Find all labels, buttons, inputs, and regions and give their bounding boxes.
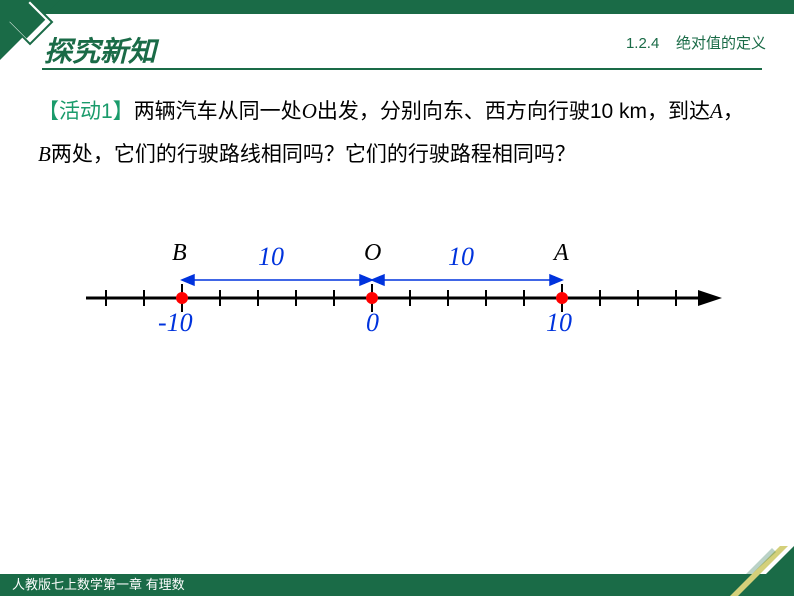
content-body: 【活动1】两辆汽车从同一处O出发，分别向东、西方向行驶10 km，到达A， B两处… — [38, 90, 756, 176]
dist-left: 10 — [258, 242, 284, 272]
value-neg10: -10 — [158, 308, 193, 338]
page-ref-num: 1.2.4 — [626, 35, 659, 52]
corner-decor-bottom — [724, 546, 794, 596]
number-line-diagram: B O A 10 10 -10 0 10 — [86, 240, 726, 360]
activity-label: 【活动1】 — [38, 100, 134, 123]
dist-right: 10 — [448, 242, 474, 272]
value-zero: 0 — [366, 308, 379, 338]
var-O: O — [302, 99, 317, 123]
section-title: 探究新知 — [44, 30, 156, 70]
body-text-2: 出发，分别向东、西方向行驶10 km，到达 — [317, 100, 710, 123]
page-ref-text: 绝对值的定义 — [676, 35, 766, 52]
label-O: O — [364, 240, 381, 267]
title-underline — [42, 68, 762, 70]
label-A: A — [554, 240, 569, 267]
body-text-1: 两辆汽车从同一处 — [134, 100, 302, 123]
footer-text: 人教版七上数学第一章 有理数 — [12, 577, 185, 592]
body-text-4: 两处，它们的行驶路线相同吗？它们的行驶路程相同吗？ — [51, 143, 576, 166]
footer-bar: 人教版七上数学第一章 有理数 — [0, 574, 794, 596]
label-B: B — [172, 240, 187, 267]
body-text-3: ， — [723, 100, 744, 123]
var-A: A — [710, 99, 723, 123]
page-reference: 1.2.4 绝对值的定义 — [626, 32, 766, 53]
var-B: B — [38, 142, 51, 166]
value-pos10: 10 — [546, 308, 572, 338]
top-border — [0, 0, 794, 14]
